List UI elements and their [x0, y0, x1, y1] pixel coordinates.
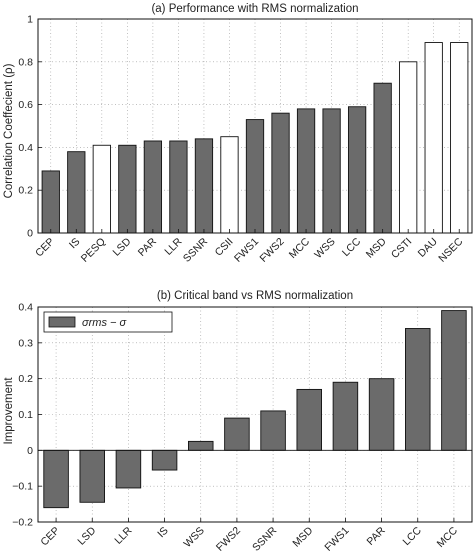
chart-a-xtick-label: MCC	[287, 235, 313, 261]
chart-b-ytick-label: 0.4	[18, 302, 33, 314]
chart-a-xtick-label: FWS1	[232, 236, 261, 265]
chart-b-title: (b) Critical band vs RMS normalization	[157, 290, 353, 302]
chart-a-bar-par	[143, 140, 163, 234]
chart-a-bar-msd	[373, 82, 392, 234]
chart-b-ytick-label: −0.2	[12, 517, 33, 529]
chart-a-bar-csii	[220, 136, 239, 234]
chart-a-xtick-label: WSS	[312, 236, 337, 261]
chart-a-frame	[37, 18, 473, 234]
chart-a-bar-nsec	[450, 42, 469, 234]
chart-a-xtick-label: SSNR	[181, 235, 210, 264]
chart-b-xtick-label: FWS1	[322, 525, 351, 554]
chart-a-bar-lsd	[118, 144, 137, 234]
chart-b-ylabel: Improvement	[3, 377, 15, 445]
chart-b-legend-swatch	[48, 316, 76, 328]
chart-b-ytick-label: −0.1	[12, 481, 33, 493]
chart-b-xtick-label: FWS2	[214, 525, 243, 554]
chart-b-ytick-label: 0.3	[18, 337, 33, 349]
chart-a-xtick-label: PESQ	[79, 236, 108, 265]
chart-b-xtick-label: LSD	[75, 524, 98, 547]
chart-a-xtick-label: FWS2	[258, 236, 287, 265]
chart-a-ytick-label: 0.2	[18, 185, 33, 197]
chart-b-bar-par	[368, 378, 395, 451]
chart-a-ytick-label: 0.4	[18, 142, 33, 154]
chart-a-xtick-label: PAR	[136, 235, 159, 258]
chart-b-legend-label: σrms − σ	[82, 317, 126, 329]
chart-b-xtick-label: LLR	[112, 524, 134, 546]
chart-a-xtick-label: MSD	[364, 235, 389, 260]
chart-b-xtick-label: LCC	[401, 524, 425, 548]
chart-a-ylabel: Correlation Coeffecient (ρ)	[3, 63, 15, 198]
chart-b-bar-msd	[296, 388, 322, 451]
chart-a-bar-is	[67, 151, 86, 234]
chart-b-bar-cep	[43, 449, 69, 509]
chart-b-bar-is	[151, 449, 178, 471]
chart-a-bar-fws1	[245, 119, 265, 234]
chart-b-bar-fws1	[332, 381, 359, 451]
chart-b-bar-llr	[115, 449, 142, 489]
chart-b-bar-wss	[188, 440, 214, 451]
chart-b-bar-mcc	[441, 310, 467, 451]
chart-b-xtick-label: MCC	[435, 524, 461, 550]
chart-b-xtick-label: WSS	[181, 525, 206, 550]
chart-a-title: (a) Performance with RMS normalization	[151, 3, 358, 15]
chart-b-ytick-label: 0.1	[18, 409, 33, 421]
chart-a-bar-lcc	[347, 106, 367, 234]
chart-a-bar-wss	[322, 108, 341, 234]
chart-b-ytick-label: 0	[27, 445, 33, 457]
chart-a-xtick-label: NSEC	[436, 235, 465, 264]
chart-b-bar-lcc	[405, 328, 431, 451]
chart-a-bar-cep	[41, 170, 60, 234]
chart-a-bar-ssnr	[194, 138, 214, 234]
chart-b-legend: σrms − σ	[43, 311, 173, 333]
chart-b-bar-fws2	[224, 417, 250, 451]
chart-a-xtick-label: CEP	[33, 236, 57, 260]
chart-b: (b) Critical band vs RMS normalization I…	[3, 290, 473, 554]
chart-b-bar-lsd	[79, 449, 105, 503]
chart-a-xtick-label: LSD	[111, 235, 134, 258]
chart-a: (a) Performance with RMS normalization C…	[3, 3, 473, 265]
chart-b-xtick-label: IS	[155, 525, 171, 541]
chart-b-bar-ssnr	[260, 410, 286, 451]
chart-a-xtick-label: CSTI	[389, 236, 414, 261]
chart-b-ytick-label: 0.2	[18, 373, 33, 385]
chart-a-ytick-label: 1	[27, 14, 33, 26]
chart-b-xtick-label: SSNR	[250, 524, 279, 553]
chart-a-bar-mcc	[296, 108, 316, 234]
chart-a-ytick-label: 0	[27, 228, 33, 240]
chart-a-bar-llr	[169, 140, 188, 234]
chart-a-bar-fws2	[271, 112, 290, 234]
chart-b-xtick-label: MSD	[290, 524, 315, 549]
chart-a-bar-pesq	[92, 144, 111, 234]
chart-a-ytick-label: 0.6	[18, 99, 33, 111]
chart-a-bar-csti	[399, 61, 418, 234]
chart-b-xtick-label: CEP	[38, 525, 62, 549]
chart-b-legend-box	[43, 311, 173, 333]
chart-b-frame	[37, 306, 473, 523]
chart-b-xtick-label: PAR	[365, 524, 388, 547]
chart-a-xtick-label: LCC	[340, 235, 364, 259]
chart-a-bar-dau	[424, 42, 443, 234]
chart-a-xtick-label: IS	[67, 236, 83, 252]
chart-a-ytick-label: 0.8	[18, 56, 33, 68]
